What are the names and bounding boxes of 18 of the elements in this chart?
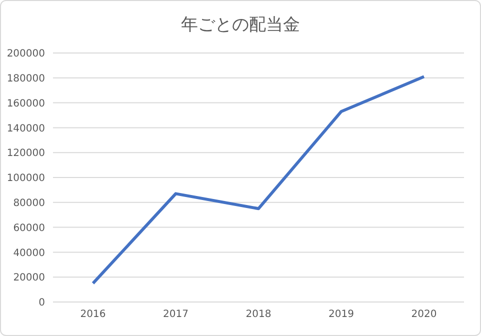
x-tick-label: 2016 <box>80 309 106 320</box>
x-tick-label: 2018 <box>246 309 272 320</box>
y-tick-label: 80000 <box>13 198 45 209</box>
y-tick-label: 180000 <box>6 73 45 84</box>
y-tick-label: 100000 <box>6 173 45 184</box>
y-tick-label: 140000 <box>6 123 45 134</box>
x-tick-label: 2017 <box>163 309 188 320</box>
y-tick-label: 40000 <box>13 248 45 259</box>
y-tick-label: 0 <box>38 298 45 309</box>
x-tick-label: 2020 <box>411 309 437 320</box>
line-series <box>92 75 426 285</box>
y-tick-label: 200000 <box>6 48 45 60</box>
y-tick-label: 160000 <box>6 98 45 110</box>
chart-title: 年ごとの配当金 <box>180 14 301 36</box>
x-tick-label: 2019 <box>328 309 354 320</box>
y-tick-label: 20000 <box>13 272 45 284</box>
y-tick-label: 60000 <box>13 222 45 234</box>
y-tick-label: 120000 <box>6 148 45 160</box>
